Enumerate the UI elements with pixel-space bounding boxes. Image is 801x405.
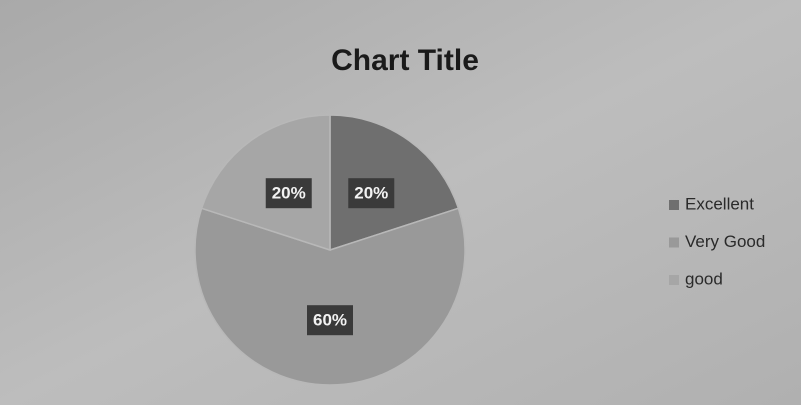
data-label-box [265,178,312,209]
data-label-box [348,178,395,209]
chart-title: Chart Title [331,44,479,77]
legend-label: good [685,269,723,288]
legend-swatch [669,200,679,210]
pie-slice [194,207,466,386]
data-label: 20% [354,184,388,203]
data-label: 20% [272,184,306,203]
data-label-box [307,305,353,336]
legend-swatch [669,275,679,285]
legend-label: Excellent [685,194,754,213]
legend-label: Very Good [685,232,765,251]
legend-swatch [669,237,679,248]
data-label: 60% [313,311,347,330]
